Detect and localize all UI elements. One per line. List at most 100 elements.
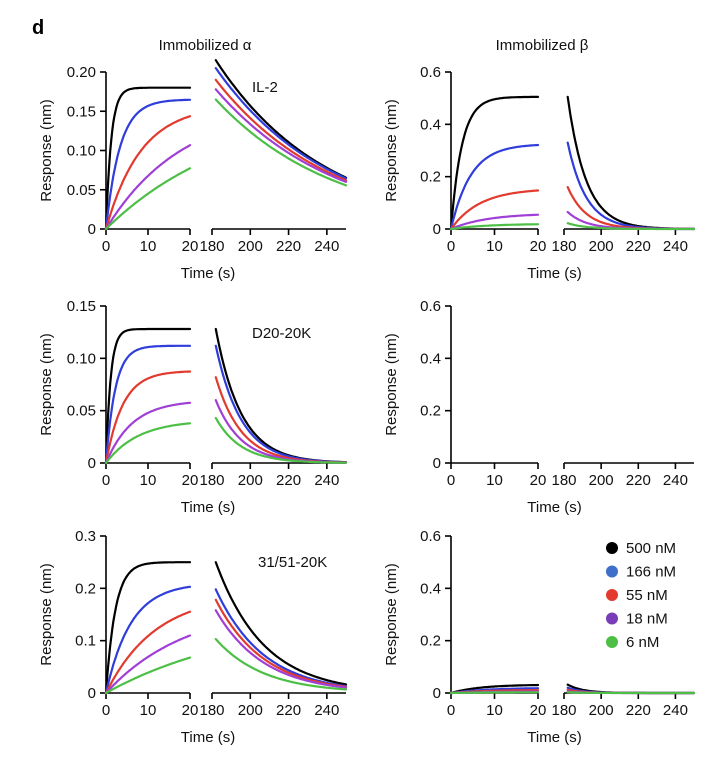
x-tick-label: 220 xyxy=(276,472,301,489)
x-tick-label: 180 xyxy=(199,238,224,255)
x-tick-label: 220 xyxy=(276,238,301,255)
x-tick-label: 10 xyxy=(140,702,157,719)
x-axis-label: Time (s) xyxy=(527,265,581,282)
x-tick-label: 240 xyxy=(663,702,688,719)
construct-label: 31/51-20K xyxy=(258,554,327,571)
legend: 500 nM 166 nM 55 nM 18 nM 6 nM xyxy=(606,540,676,651)
x-tick-label: 10 xyxy=(486,238,503,255)
x-tick-label: 10 xyxy=(486,472,503,489)
curve-dissoc-6nM xyxy=(566,691,696,695)
curve-assoc-500nM xyxy=(104,561,192,695)
x-tick-label: 200 xyxy=(238,702,263,719)
curve-dissoc-166nM xyxy=(214,344,348,464)
curve-dissoc-500nM xyxy=(566,95,696,230)
x-axis-label: Time (s) xyxy=(181,265,235,282)
curve-dissoc-55nM xyxy=(214,598,348,688)
curve-assoc-166nM xyxy=(104,585,192,695)
legend-dot xyxy=(606,589,618,601)
x-tick-label: 220 xyxy=(626,472,651,489)
curve-assoc-18nM xyxy=(104,401,192,465)
x-tick-label: 200 xyxy=(238,472,263,489)
x-tick-label: 0 xyxy=(447,702,455,719)
curve-dissoc-166nM xyxy=(214,67,348,180)
curve-assoc-6nM xyxy=(104,167,192,231)
y-axis-label: Response (nm) xyxy=(38,563,55,666)
x-tick-label: 240 xyxy=(314,472,339,489)
y-axis-label: Response (nm) xyxy=(38,99,55,202)
y-tick-label: 0 xyxy=(433,221,441,238)
curve-dissoc-166nM xyxy=(566,141,696,230)
x-tick-label: 20 xyxy=(530,472,547,489)
legend-dot xyxy=(606,565,618,578)
panel-letter: d xyxy=(32,17,44,39)
curve-assoc-18nM xyxy=(449,213,540,231)
legend-dot xyxy=(606,542,618,554)
x-axis-label: Time (s) xyxy=(527,729,581,746)
x-tick-label: 180 xyxy=(551,702,576,719)
x-tick-label: 200 xyxy=(589,472,614,489)
curve-assoc-166nM xyxy=(449,143,540,231)
curve-assoc-18nM xyxy=(104,634,192,695)
x-tick-label: 10 xyxy=(140,472,157,489)
y-tick-label: 0.10 xyxy=(67,350,96,367)
curve-dissoc-500nM xyxy=(214,59,348,179)
y-tick-label: 0 xyxy=(88,685,96,702)
x-tick-label: 20 xyxy=(182,238,199,255)
curve-assoc-500nM xyxy=(104,86,192,231)
y-axis-label: Response (nm) xyxy=(38,333,55,436)
x-tick-label: 10 xyxy=(140,238,157,255)
construct-label: IL-2 xyxy=(252,79,278,96)
x-tick-label: 180 xyxy=(199,472,224,489)
y-tick-label: 0.4 xyxy=(420,350,441,367)
legend-label: 55 nM xyxy=(626,587,668,604)
y-tick-label: 0 xyxy=(433,455,441,472)
y-tick-label: 0.6 xyxy=(420,64,441,81)
x-tick-label: 240 xyxy=(314,238,339,255)
y-tick-label: 0.4 xyxy=(420,580,441,597)
curve-assoc-55nM xyxy=(104,610,192,695)
x-tick-label: 0 xyxy=(447,238,455,255)
x-tick-label: 220 xyxy=(276,702,301,719)
curve-dissoc-6nM xyxy=(214,98,348,187)
curve-assoc-55nM xyxy=(104,370,192,465)
x-tick-label: 200 xyxy=(238,238,263,255)
x-tick-label: 180 xyxy=(551,238,576,255)
x-tick-label: 180 xyxy=(551,472,576,489)
curve-assoc-166nM xyxy=(104,344,192,465)
chart-b2: 0 0.2 0.4 0.6 0 10 20 180 200 220 240 Time (s) Respo… xyxy=(383,298,694,516)
curve-assoc-55nM xyxy=(449,189,540,231)
legend-dot xyxy=(606,636,618,648)
y-tick-label: 0.10 xyxy=(67,143,96,160)
curve-dissoc-500nM xyxy=(214,561,348,686)
y-tick-label: 0.20 xyxy=(67,64,96,81)
x-tick-label: 200 xyxy=(589,238,614,255)
x-tick-label: 20 xyxy=(530,702,547,719)
x-tick-label: 220 xyxy=(626,702,651,719)
x-tick-label: 240 xyxy=(314,702,339,719)
y-tick-label: 0.2 xyxy=(420,633,441,650)
y-tick-label: 0.6 xyxy=(420,298,441,315)
y-tick-label: 0.6 xyxy=(420,528,441,545)
y-tick-label: 0.2 xyxy=(420,403,441,420)
y-tick-label: 0.2 xyxy=(420,169,441,186)
x-tick-label: 220 xyxy=(626,238,651,255)
y-tick-label: 0.15 xyxy=(67,298,96,315)
curve-assoc-500nM xyxy=(104,327,192,465)
curve-assoc-18nM xyxy=(104,144,192,231)
legend-label: 500 nM xyxy=(626,540,676,557)
y-tick-label: 0.05 xyxy=(67,403,96,420)
x-axis-label: Time (s) xyxy=(181,499,235,516)
chart-a1: 0 0.05 0.10 0.15 0.20 0 10 20 180 200 220 240 Time (… xyxy=(38,37,348,282)
x-tick-label: 200 xyxy=(589,702,614,719)
x-tick-label: 20 xyxy=(182,702,199,719)
x-tick-label: 0 xyxy=(447,472,455,489)
construct-label: D20-20K xyxy=(252,325,311,342)
legend-label: 166 nM xyxy=(626,564,676,581)
x-tick-label: 20 xyxy=(530,238,547,255)
curve-assoc-166nM xyxy=(104,98,192,231)
curve-assoc-6nM xyxy=(449,223,540,231)
y-tick-label: 0.4 xyxy=(420,116,441,133)
x-axis-label: Time (s) xyxy=(527,499,581,516)
y-tick-label: 0 xyxy=(88,221,96,238)
